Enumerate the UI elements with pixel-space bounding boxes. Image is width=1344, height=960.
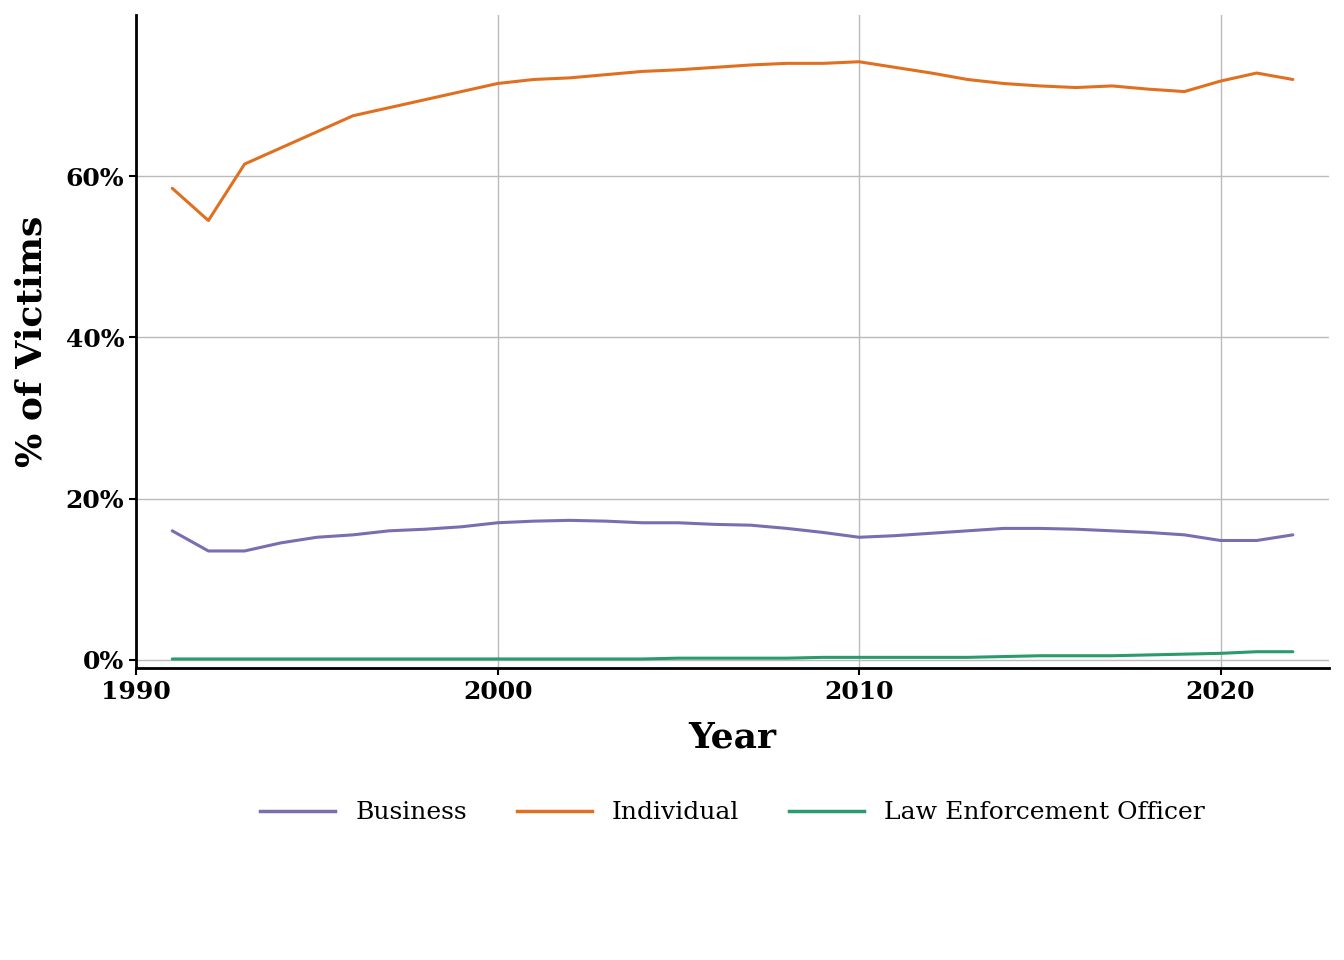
- Legend: Business, Individual, Law Enforcement Officer: Business, Individual, Law Enforcement Of…: [250, 791, 1215, 834]
- X-axis label: Year: Year: [688, 720, 777, 755]
- Y-axis label: % of Victims: % of Victims: [15, 216, 48, 468]
